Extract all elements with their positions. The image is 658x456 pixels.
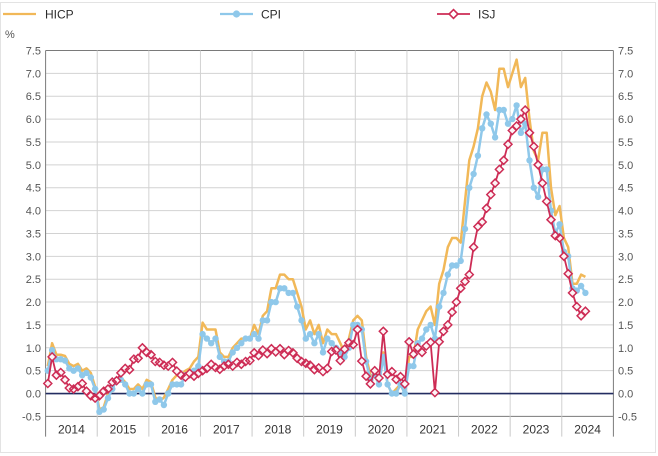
svg-text:1.5: 1.5 [26, 320, 41, 332]
svg-text:4.0: 4.0 [26, 206, 41, 218]
svg-text:5.5: 5.5 [26, 137, 41, 149]
svg-text:5.0: 5.0 [26, 160, 41, 172]
svg-text:-0.5: -0.5 [618, 411, 637, 423]
svg-text:7.0: 7.0 [618, 68, 633, 80]
svg-text:7.5: 7.5 [618, 46, 633, 58]
svg-text:2021: 2021 [419, 423, 446, 437]
svg-text:CPI: CPI [261, 8, 281, 22]
svg-text:4.0: 4.0 [618, 206, 633, 218]
svg-text:2014: 2014 [58, 423, 85, 437]
svg-text:2017: 2017 [213, 423, 240, 437]
svg-text:4.5: 4.5 [618, 183, 633, 195]
svg-text:0.5: 0.5 [618, 366, 633, 378]
svg-text:5.5: 5.5 [618, 137, 633, 149]
svg-text:2015: 2015 [110, 423, 137, 437]
svg-text:2.0: 2.0 [26, 297, 41, 309]
svg-text:3.0: 3.0 [618, 251, 633, 263]
svg-text:6.0: 6.0 [618, 114, 633, 126]
svg-text:3.5: 3.5 [618, 228, 633, 240]
svg-text:3.0: 3.0 [26, 251, 41, 263]
svg-text:6.0: 6.0 [26, 114, 41, 126]
svg-text:2.0: 2.0 [618, 297, 633, 309]
svg-text:ISJ: ISJ [478, 8, 495, 22]
svg-text:3.5: 3.5 [26, 228, 41, 240]
svg-text:7.5: 7.5 [26, 46, 41, 58]
svg-text:2019: 2019 [316, 423, 343, 437]
svg-text:6.5: 6.5 [618, 91, 633, 103]
svg-text:-0.5: -0.5 [22, 411, 41, 423]
svg-text:4.5: 4.5 [26, 183, 41, 195]
svg-text:0.0: 0.0 [26, 389, 41, 401]
svg-text:2.5: 2.5 [618, 274, 633, 286]
svg-text:2024: 2024 [574, 423, 601, 437]
svg-text:0.5: 0.5 [26, 366, 41, 378]
svg-text:1.0: 1.0 [618, 343, 633, 355]
svg-text:5.0: 5.0 [618, 160, 633, 172]
svg-text:7.0: 7.0 [26, 68, 41, 80]
svg-text:2018: 2018 [265, 423, 292, 437]
svg-text:0.0: 0.0 [618, 389, 633, 401]
svg-text:HICP: HICP [45, 8, 74, 22]
svg-text:1.5: 1.5 [618, 320, 633, 332]
svg-text:%: % [5, 29, 15, 41]
svg-text:2023: 2023 [523, 423, 550, 437]
svg-text:2020: 2020 [368, 423, 395, 437]
svg-text:2016: 2016 [161, 423, 188, 437]
svg-text:6.5: 6.5 [26, 91, 41, 103]
svg-text:2022: 2022 [471, 423, 498, 437]
svg-text:1.0: 1.0 [26, 343, 41, 355]
svg-text:2.5: 2.5 [26, 274, 41, 286]
